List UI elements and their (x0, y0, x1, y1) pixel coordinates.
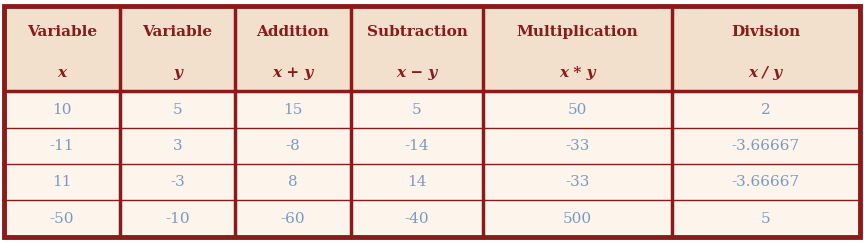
Bar (4, 164, 860, 200)
Text: -14: -14 (404, 139, 429, 153)
Bar (4, 128, 860, 164)
Text: -60: -60 (281, 212, 305, 225)
Text: 3: 3 (173, 139, 182, 153)
Text: 15: 15 (283, 102, 302, 117)
Text: -3: -3 (170, 175, 185, 189)
Text: Subtraction: Subtraction (366, 25, 467, 39)
Text: Division: Division (731, 25, 800, 39)
Text: 500: 500 (562, 212, 592, 225)
Text: 2: 2 (760, 102, 771, 117)
Text: -8: -8 (286, 139, 301, 153)
Text: Multiplication: Multiplication (517, 25, 638, 39)
Text: Addition: Addition (257, 25, 329, 39)
Text: Variable: Variable (27, 25, 97, 39)
Text: -33: -33 (565, 139, 589, 153)
Text: 10: 10 (53, 102, 72, 117)
Text: 5: 5 (173, 102, 182, 117)
Text: x − y: x − y (397, 66, 438, 80)
Text: -3.66667: -3.66667 (732, 139, 800, 153)
Text: -3.66667: -3.66667 (732, 175, 800, 189)
Text: 14: 14 (407, 175, 427, 189)
Text: -40: -40 (404, 212, 429, 225)
Text: x * y: x * y (559, 66, 595, 80)
Text: 5: 5 (761, 212, 771, 225)
Text: x: x (58, 66, 67, 80)
Text: 50: 50 (568, 102, 588, 117)
Text: 8: 8 (289, 175, 298, 189)
Text: x / y: x / y (748, 66, 783, 80)
Text: 5: 5 (412, 102, 422, 117)
Text: y: y (173, 66, 182, 80)
Text: -11: -11 (50, 139, 74, 153)
Bar (4, 200, 860, 237)
Text: -50: -50 (50, 212, 74, 225)
Text: 11: 11 (53, 175, 72, 189)
Bar (4, 6, 860, 91)
Bar (4, 92, 860, 128)
Text: -10: -10 (165, 212, 190, 225)
Text: Variable: Variable (143, 25, 213, 39)
Text: -33: -33 (565, 175, 589, 189)
Text: x + y: x + y (272, 66, 314, 80)
